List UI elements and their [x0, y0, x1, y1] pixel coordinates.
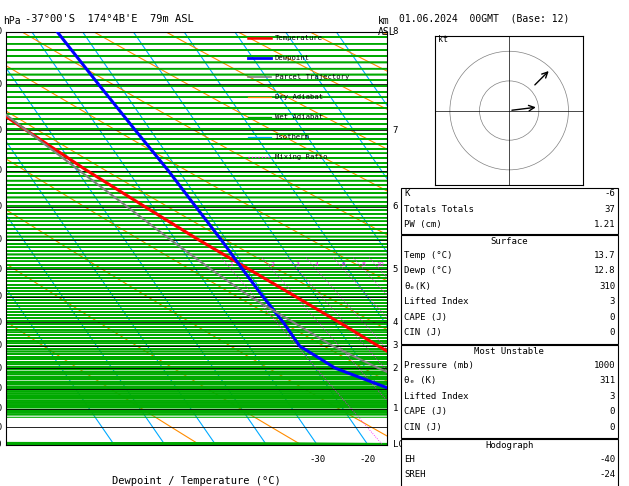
Text: 8: 8	[392, 27, 398, 36]
Text: -20: -20	[360, 455, 376, 464]
Text: 1.21: 1.21	[594, 220, 615, 229]
Text: hPa: hPa	[3, 16, 21, 26]
Text: 450: 450	[0, 166, 3, 175]
Text: 0: 0	[610, 329, 615, 337]
Text: Dewpoint: Dewpoint	[275, 54, 309, 61]
Text: 600: 600	[0, 265, 3, 274]
Text: 311: 311	[599, 376, 615, 385]
Text: 5: 5	[392, 265, 398, 274]
Text: Surface: Surface	[491, 237, 528, 246]
Text: 8: 8	[362, 262, 365, 267]
Text: 0: 0	[610, 423, 615, 432]
Text: 10: 10	[376, 262, 384, 267]
Text: PW (cm): PW (cm)	[404, 220, 442, 229]
Text: 0: 0	[610, 313, 615, 322]
Text: 700: 700	[0, 318, 3, 327]
Text: 37: 37	[604, 205, 615, 214]
Text: Dewp (°C): Dewp (°C)	[404, 266, 453, 275]
Text: 2: 2	[270, 262, 274, 267]
Text: 1: 1	[392, 404, 398, 413]
Text: 850: 850	[0, 384, 3, 394]
Text: 3: 3	[392, 342, 398, 350]
Text: 3: 3	[610, 297, 615, 306]
Text: Hodograph: Hodograph	[485, 441, 533, 450]
Text: -24: -24	[599, 470, 615, 479]
Text: Lifted Index: Lifted Index	[404, 392, 469, 400]
Text: 6: 6	[392, 202, 398, 211]
Text: 900: 900	[0, 404, 3, 413]
Text: 12.8: 12.8	[594, 266, 615, 275]
Text: 400: 400	[0, 126, 3, 135]
Text: 350: 350	[0, 80, 3, 89]
Text: -30: -30	[309, 455, 325, 464]
Text: 3: 3	[296, 262, 300, 267]
Text: CIN (J): CIN (J)	[404, 423, 442, 432]
Text: 6: 6	[342, 262, 346, 267]
Text: -40: -40	[599, 455, 615, 464]
Text: 1000: 1000	[0, 440, 3, 449]
Text: Pressure (mb): Pressure (mb)	[404, 361, 474, 369]
Text: K: K	[404, 189, 410, 198]
Text: 4: 4	[314, 262, 318, 267]
Text: 4: 4	[392, 318, 398, 327]
Text: 1000: 1000	[594, 361, 615, 369]
Text: 550: 550	[0, 235, 3, 244]
Text: Temperature: Temperature	[275, 35, 323, 41]
Text: 650: 650	[0, 293, 3, 301]
Text: θₑ(K): θₑ(K)	[404, 282, 431, 291]
Text: 2: 2	[392, 364, 398, 373]
Text: Parcel Trajectory: Parcel Trajectory	[275, 74, 349, 81]
Text: 3: 3	[610, 392, 615, 400]
Text: Totals Totals: Totals Totals	[404, 205, 474, 214]
Text: LCL: LCL	[392, 440, 409, 449]
Text: 01.06.2024  00GMT  (Base: 12): 01.06.2024 00GMT (Base: 12)	[399, 14, 570, 24]
Text: 7: 7	[392, 126, 398, 135]
Text: CAPE (J): CAPE (J)	[404, 407, 447, 416]
Text: 500: 500	[0, 202, 3, 211]
Text: Most Unstable: Most Unstable	[474, 347, 544, 356]
Text: Isotherm: Isotherm	[275, 134, 309, 140]
Text: Temp (°C): Temp (°C)	[404, 251, 453, 260]
Text: CIN (J): CIN (J)	[404, 329, 442, 337]
Text: SREH: SREH	[404, 470, 426, 479]
Text: 750: 750	[0, 342, 3, 350]
Text: -6: -6	[604, 189, 615, 198]
Text: 310: 310	[599, 282, 615, 291]
Text: Mixing Ratio (g/kg): Mixing Ratio (g/kg)	[420, 191, 430, 286]
Text: 1: 1	[230, 262, 233, 267]
Text: -37°00'S  174°4B'E  79m ASL: -37°00'S 174°4B'E 79m ASL	[25, 14, 194, 24]
Text: ASL: ASL	[377, 27, 395, 37]
Text: θₑ (K): θₑ (K)	[404, 376, 437, 385]
Text: 0: 0	[610, 407, 615, 416]
Text: Dry Adiabat: Dry Adiabat	[275, 94, 323, 100]
Text: Mixing Ratio: Mixing Ratio	[275, 154, 327, 160]
Text: 300: 300	[0, 27, 3, 36]
Text: 800: 800	[0, 364, 3, 373]
Text: 13.7: 13.7	[594, 251, 615, 260]
Text: Lifted Index: Lifted Index	[404, 297, 469, 306]
Text: EH: EH	[404, 455, 415, 464]
Text: CAPE (J): CAPE (J)	[404, 313, 447, 322]
Text: Wet Adiabat: Wet Adiabat	[275, 114, 323, 120]
Text: 950: 950	[0, 423, 3, 432]
Text: Dewpoint / Temperature (°C): Dewpoint / Temperature (°C)	[112, 476, 281, 486]
Text: kt: kt	[438, 35, 448, 44]
Text: km: km	[377, 16, 389, 26]
